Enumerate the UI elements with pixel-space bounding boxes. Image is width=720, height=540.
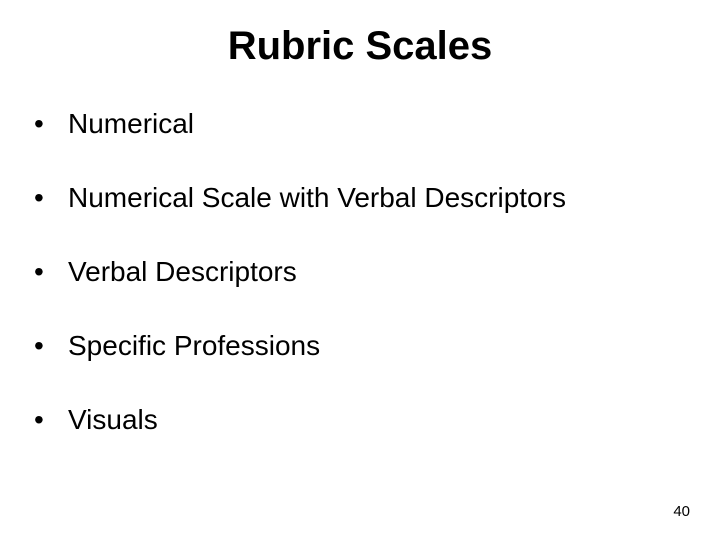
bullet-text: Numerical — [68, 108, 194, 139]
list-item: • Numerical Scale with Verbal Descriptor… — [34, 182, 566, 214]
list-item: • Verbal Descriptors — [34, 256, 297, 288]
bullet-dot: • — [34, 108, 44, 140]
slide: Rubric Scales • Numerical • Numerical Sc… — [0, 0, 720, 540]
bullet-dot: • — [34, 182, 44, 214]
bullet-dot: • — [34, 330, 44, 362]
bullet-dot: • — [34, 256, 44, 288]
page-number: 40 — [673, 503, 690, 520]
list-item: • Specific Professions — [34, 330, 320, 362]
bullet-text: Numerical Scale with Verbal Descriptors — [68, 182, 566, 213]
bullet-dot: • — [34, 404, 44, 436]
bullet-text: Visuals — [68, 404, 158, 435]
list-item: • Visuals — [34, 404, 158, 436]
bullet-text: Specific Professions — [68, 330, 320, 361]
slide-title: Rubric Scales — [0, 0, 720, 69]
list-item: • Numerical — [34, 108, 194, 140]
bullet-text: Verbal Descriptors — [68, 256, 297, 287]
